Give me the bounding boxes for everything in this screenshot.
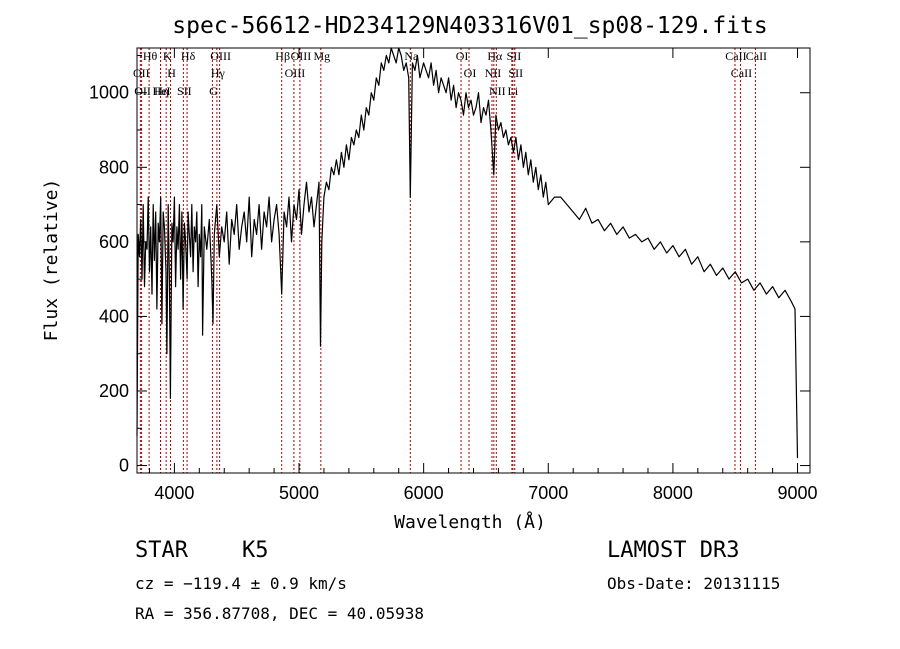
marker-label: Hγ — [211, 66, 226, 80]
marker-label: SII — [177, 84, 192, 98]
marker-label: HeI — [153, 84, 171, 98]
marker-label: CaII — [746, 49, 767, 63]
marker-label: OI — [464, 66, 477, 80]
marker-label: SII — [507, 49, 522, 63]
marker-label: OIII — [210, 49, 231, 63]
x-tick-label: 5000 — [279, 483, 319, 503]
marker-label: OIII — [291, 49, 312, 63]
marker-label: OIII — [285, 66, 306, 80]
marker-label: OII — [134, 84, 151, 98]
y-axis-label: Flux (relative) — [41, 179, 62, 342]
marker-label: CaII — [725, 49, 746, 63]
y-tick-label: 400 — [99, 306, 129, 326]
marker-label: Hη — [154, 84, 169, 98]
marker-label: Hθ — [143, 49, 158, 63]
marker-label: OII — [133, 66, 150, 80]
survey-name: LAMOST DR3 — [607, 538, 740, 563]
y-tick-label: 200 — [99, 381, 129, 401]
emission-line-markers — [139, 48, 756, 473]
y-tick-label: 800 — [99, 157, 129, 177]
marker-label: CaII — [731, 66, 752, 80]
spectrum-chart: spec-56612-HD234129N403316V01_sp08-129.f… — [41, 13, 818, 530]
marker-label: H — [167, 66, 176, 80]
y-tick-label: 600 — [99, 232, 129, 252]
y-tick-label: 0 — [119, 456, 129, 476]
object-class: STAR — [135, 538, 188, 563]
x-axis-label: Wavelength (Å) — [394, 511, 546, 530]
redshift-text: cz = −119.4 ± 0.9 km/s — [135, 574, 347, 593]
marker-label: Mg — [313, 49, 330, 63]
marker-label: NII — [485, 66, 502, 80]
spectrum-line — [136, 47, 799, 459]
marker-label: Hδ — [181, 49, 196, 63]
marker-label: SII — [508, 66, 523, 80]
marker-label: Na — [404, 49, 419, 63]
x-axis: 4000 5000 6000 7000 8000 9000 — [148, 48, 818, 503]
chart-title: spec-56612-HD234129N403316V01_sp08-129.f… — [172, 13, 767, 39]
x-tick-label: 8000 — [653, 483, 693, 503]
object-subclass: K5 — [242, 538, 269, 563]
marker-label: NII — [489, 84, 506, 98]
coordinates-text: RA = 356.87708, DEC = 40.05938 — [135, 604, 424, 623]
obs-date: Obs-Date: 20131115 — [607, 574, 781, 593]
x-tick-label: 6000 — [404, 483, 444, 503]
x-tick-label: 7000 — [528, 483, 568, 503]
marker-label: Li — [508, 84, 519, 98]
x-tick-label: 9000 — [778, 483, 818, 503]
marker-label: Hβ — [275, 49, 290, 63]
marker-label: OI — [456, 49, 469, 63]
x-tick-label: 4000 — [154, 483, 194, 503]
marker-label: G — [209, 84, 218, 98]
marker-label: Hα — [487, 49, 503, 63]
y-tick-label: 1000 — [89, 83, 129, 103]
marker-label: K — [163, 49, 172, 63]
y-axis: 0 200 400 600 800 1000 — [89, 54, 810, 476]
